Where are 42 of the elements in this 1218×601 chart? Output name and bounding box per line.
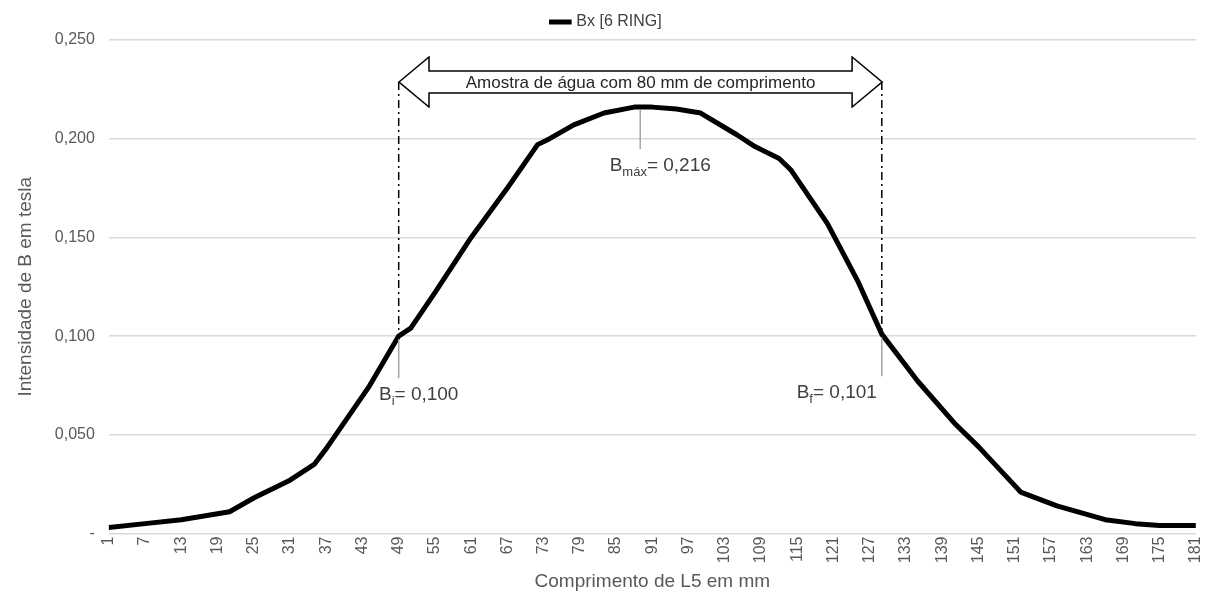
x-tick-label: 97 (678, 536, 696, 555)
x-tick-label: 49 (389, 536, 407, 555)
y-tick-label: 0,150 (54, 227, 95, 245)
x-tick-label: 31 (280, 536, 298, 555)
x-tick-label: 103 (715, 536, 733, 564)
x-tick-label: 169 (1113, 536, 1131, 564)
x-tick-label: 55 (425, 536, 443, 555)
y-tick-label: 0,250 (54, 30, 95, 48)
x-tick-label: 37 (316, 536, 334, 555)
x-tick-label: 13 (171, 536, 189, 555)
x-tick-label: 7 (135, 536, 153, 546)
x-tick-label: 1 (99, 536, 117, 546)
annotation: Amostra de água com 80 mm de comprimento (465, 73, 816, 92)
x-tick-label: 115 (787, 536, 805, 563)
double-arrow: Amostra de água com 80 mm de comprimento (397, 56, 883, 108)
x-tick-label: 175 (1149, 536, 1167, 564)
x-tick-label: 67 (497, 536, 515, 555)
x-tick-label: 157 (1041, 536, 1059, 564)
x-tick-label: 151 (1005, 536, 1023, 564)
x-tick-label: 19 (207, 536, 225, 555)
x-tick-label: 121 (823, 536, 841, 564)
y-tick-label: - (89, 523, 95, 541)
y-tick-label: 0,050 (54, 425, 95, 443)
x-tick-label: 181 (1186, 536, 1204, 564)
x-tick-label: 73 (534, 536, 552, 555)
x-tick-label: 85 (606, 536, 624, 555)
x-tick-label: 145 (968, 536, 986, 564)
x-tick-label: 127 (860, 536, 878, 564)
x-tick-label: 61 (461, 536, 479, 555)
y-tick-label: 0,200 (54, 129, 95, 147)
y-tick-label: 0,100 (54, 326, 95, 344)
x-tick-label: 25 (244, 536, 262, 555)
legend-label: Bx [6 RING] (576, 12, 662, 30)
x-tick-label: 43 (352, 536, 370, 555)
x-tick-label: 133 (896, 536, 914, 564)
x-tick-label: 163 (1077, 536, 1095, 564)
x-tick-label: 139 (932, 536, 950, 564)
x-tick-label: 109 (751, 536, 769, 564)
x-axis-title: Comprimento de L5 em mm (534, 569, 771, 591)
x-tick-label: 91 (642, 536, 660, 555)
x-tick-label: 79 (570, 536, 588, 555)
y-axis-title: Intensidade de B em tesla (13, 176, 35, 397)
